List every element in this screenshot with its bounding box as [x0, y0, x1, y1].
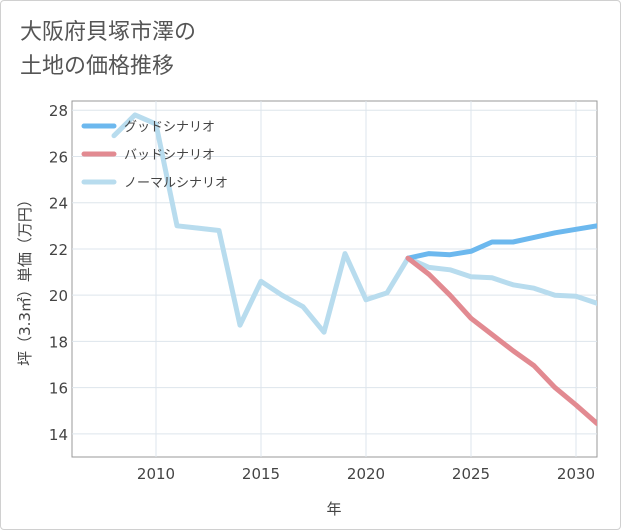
series-line [405, 223, 597, 261]
chart-title: 大阪府貝塚市澤の 土地の価格推移 [20, 16, 196, 84]
y-tick-label: 24 [49, 195, 68, 213]
y-tick-label: 22 [49, 241, 68, 259]
x-tick-label: 2025 [452, 465, 490, 483]
legend-label: バッドシナリオ [124, 148, 215, 163]
y-tick-label: 16 [49, 380, 68, 398]
series-lines [111, 112, 597, 426]
series-line [111, 112, 597, 335]
y-tick-label: 14 [49, 426, 68, 444]
chart-title-line-2: 土地の価格推移 [20, 54, 175, 79]
plot-area [71, 100, 598, 458]
x-tick-label: 2030 [557, 465, 595, 483]
legend-label: ノーマルシナリオ [124, 176, 228, 191]
y-tick-labels: 14 16 18 20 22 24 26 28 [49, 102, 68, 444]
chart-title-line-1: 大阪府貝塚市澤の [20, 20, 197, 45]
x-axis-label: 年 [326, 500, 341, 518]
y-tick-label: 20 [49, 287, 68, 305]
y-tick-label: 26 [49, 148, 68, 166]
x-tick-label: 2015 [242, 465, 280, 483]
legend-label: グッドシナリオ [124, 120, 215, 135]
x-tick-labels: 2010 2015 2020 2025 2030 [137, 465, 595, 483]
x-tick-label: 2010 [137, 465, 175, 483]
x-tick-label: 2020 [347, 465, 385, 483]
y-axis-label: 坪（3.3㎡）単価（万円） [16, 192, 34, 366]
y-tick-label: 28 [49, 102, 68, 120]
y-tick-label: 18 [49, 333, 68, 351]
series-line [405, 255, 597, 426]
